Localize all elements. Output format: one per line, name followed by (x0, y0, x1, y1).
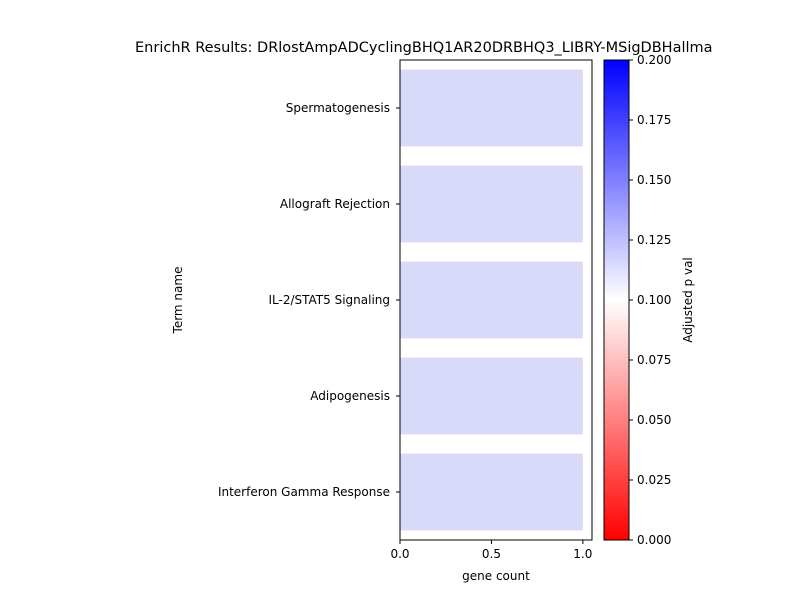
y-tick-label: Allograft Rejection (280, 197, 390, 211)
plot-frame (399, 59, 593, 541)
colorbar-label: Adjusted p val (681, 257, 695, 343)
bar-spermatogenesis (400, 69, 583, 147)
colorbar-tick-label: 0.125 (637, 233, 671, 247)
x-tick-label: 0.5 (482, 547, 501, 561)
colorbar-ticks: 0.000 0.025 0.050 0.075 0.100 0.125 0.150 0.175… (629, 53, 671, 547)
x-axis-label: gene count (462, 569, 530, 583)
y-tick-label: Interferon Gamma Response (218, 485, 390, 499)
bar-allograft-rejection (400, 165, 583, 243)
x-tick-label: 1.0 (573, 547, 592, 561)
bars-group (400, 69, 583, 531)
y-axis-label: Term name (171, 267, 185, 335)
colorbar-tick-label: 0.150 (637, 173, 671, 187)
bar-interferon-gamma-response (400, 453, 583, 531)
colorbar-tick-label: 0.050 (637, 413, 671, 427)
x-tick-label: 0.0 (390, 547, 409, 561)
colorbar-tick-label: 0.075 (637, 353, 671, 367)
bar-il-2-stat5-signaling (400, 261, 583, 339)
chart-title: EnrichR Results: DRlostAmpADCyclingBHQ1A… (135, 40, 713, 56)
colorbar-tick-label: 0.025 (637, 473, 671, 487)
bar-adipogenesis (400, 357, 583, 435)
colorbar-tick-label: 0.000 (637, 533, 671, 547)
colorbar-tick-label: 0.175 (637, 113, 671, 127)
colorbar-tick-label: 0.200 (637, 53, 671, 67)
y-tick-label: IL-2/STAT5 Signaling (268, 293, 390, 307)
x-axis-ticks: 0.0 0.5 1.0 (390, 540, 592, 561)
y-tick-label: Spermatogenesis (286, 101, 390, 115)
colorbar (603, 59, 630, 541)
y-axis-ticks: Spermatogenesis Allograft Rejection IL-2/S… (218, 101, 400, 499)
y-tick-label: Adipogenesis (310, 389, 390, 403)
colorbar-tick-label: 0.100 (637, 293, 671, 307)
